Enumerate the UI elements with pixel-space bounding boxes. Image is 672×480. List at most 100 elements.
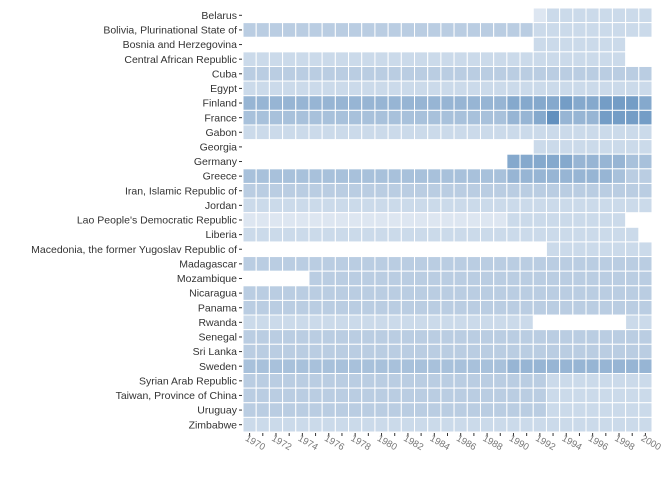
heatmap-cell [519, 22, 534, 38]
heatmap-cell [532, 182, 547, 199]
heatmap-cell [466, 343, 481, 360]
heatmap-cell [440, 402, 455, 418]
heatmap-cell [334, 299, 350, 316]
heatmap-cell [453, 51, 468, 67]
heatmap-cell [532, 197, 547, 214]
heatmap-cell [268, 256, 284, 272]
y-tick-label: Zimbabwe [189, 419, 238, 431]
heatmap-cell [493, 182, 508, 199]
heatmap-cell [400, 329, 416, 345]
heatmap-cell [519, 285, 534, 301]
y-tick-label: Belarus [201, 10, 237, 22]
heatmap-cell [559, 95, 574, 111]
heatmap-cell [374, 387, 389, 404]
heatmap-cell [611, 139, 627, 155]
heatmap-cell [625, 65, 640, 82]
heatmap-cell [559, 7, 574, 24]
heatmap-cell [268, 124, 284, 141]
heatmap-cell [611, 387, 627, 404]
heatmap-cell [519, 343, 534, 360]
heatmap-cell [440, 285, 455, 301]
heatmap-cell [453, 109, 468, 126]
heatmap-cell [585, 358, 600, 375]
heatmap-cell [348, 22, 363, 38]
heatmap-cell [479, 226, 495, 243]
heatmap-cell [321, 168, 336, 184]
heatmap-cell [361, 109, 376, 126]
heatmap-cell [585, 299, 600, 316]
heatmap-cell [334, 226, 350, 243]
heatmap-cell [545, 270, 561, 287]
heatmap-cell [374, 226, 389, 243]
heatmap-cell [611, 109, 627, 126]
heatmap-cell [519, 80, 534, 97]
heatmap-cell [282, 226, 297, 243]
heatmap-cell [638, 241, 653, 258]
heatmap-cell [479, 95, 495, 111]
heatmap-cell [268, 182, 284, 199]
heatmap-cell [427, 124, 442, 141]
heatmap-cell [453, 197, 468, 214]
heatmap-cell [440, 343, 455, 360]
heatmap-cell [466, 256, 481, 272]
heatmap-cell [414, 182, 429, 199]
heatmap-cell [387, 65, 402, 82]
heatmap-cell [414, 314, 429, 331]
heatmap-cell [348, 416, 363, 433]
heatmap-cell [545, 343, 561, 360]
heatmap-cell [479, 22, 495, 38]
heatmap-cell [374, 299, 389, 316]
heatmap-cell [414, 343, 429, 360]
heatmap-cell [453, 329, 468, 345]
heatmap-cell [348, 124, 363, 141]
x-tick-label: 1988 [481, 433, 505, 453]
heatmap-cell [242, 416, 257, 433]
heatmap-cell [598, 36, 613, 53]
heatmap-cell [545, 197, 561, 214]
heatmap-cell [638, 387, 653, 404]
heatmap-cell [466, 329, 481, 345]
heatmap-cell [374, 270, 389, 287]
heatmap-cell [321, 402, 336, 418]
heatmap-cell [282, 212, 297, 228]
heatmap-cell [559, 387, 574, 404]
heatmap-cell [585, 402, 600, 418]
x-tick-label: 1970 [243, 433, 267, 453]
heatmap-cell [545, 241, 561, 258]
heatmap-cell [611, 95, 627, 111]
heatmap-cell [427, 51, 442, 67]
heatmap-cell [334, 329, 350, 345]
y-tick-label: Sri Lanka [193, 346, 238, 358]
heatmap-cell [493, 109, 508, 126]
heatmap-cell [308, 343, 323, 360]
x-tick-label: 1994 [560, 433, 584, 453]
heatmap-cell [638, 358, 653, 375]
heatmap-cell [466, 270, 481, 287]
heatmap-cell [255, 51, 270, 67]
heatmap-cell [255, 256, 270, 272]
heatmap-cell [400, 65, 416, 82]
heatmap-cell [598, 329, 613, 345]
heatmap-cell [255, 329, 270, 345]
heatmap-cell [453, 182, 468, 199]
heatmap-cell [559, 80, 574, 97]
heatmap-cell [625, 182, 640, 199]
heatmap-cell [532, 139, 547, 155]
heatmap-cell [638, 22, 653, 38]
heatmap-cell [242, 124, 257, 141]
heatmap-cell [559, 416, 574, 433]
heatmap-cell [559, 153, 574, 170]
heatmap-cell [295, 416, 310, 433]
heatmap-cell [585, 22, 600, 38]
heatmap-cell [374, 51, 389, 67]
heatmap-cell [308, 182, 323, 199]
heatmap-cell [453, 256, 468, 272]
heatmap-cell [348, 373, 363, 389]
heatmap-cell [308, 416, 323, 433]
heatmap-cell [572, 387, 587, 404]
heatmap-cell [545, 373, 561, 389]
heatmap-cell [440, 314, 455, 331]
heatmap-cell [400, 22, 416, 38]
heatmap-cell [427, 22, 442, 38]
heatmap-cell [519, 197, 534, 214]
